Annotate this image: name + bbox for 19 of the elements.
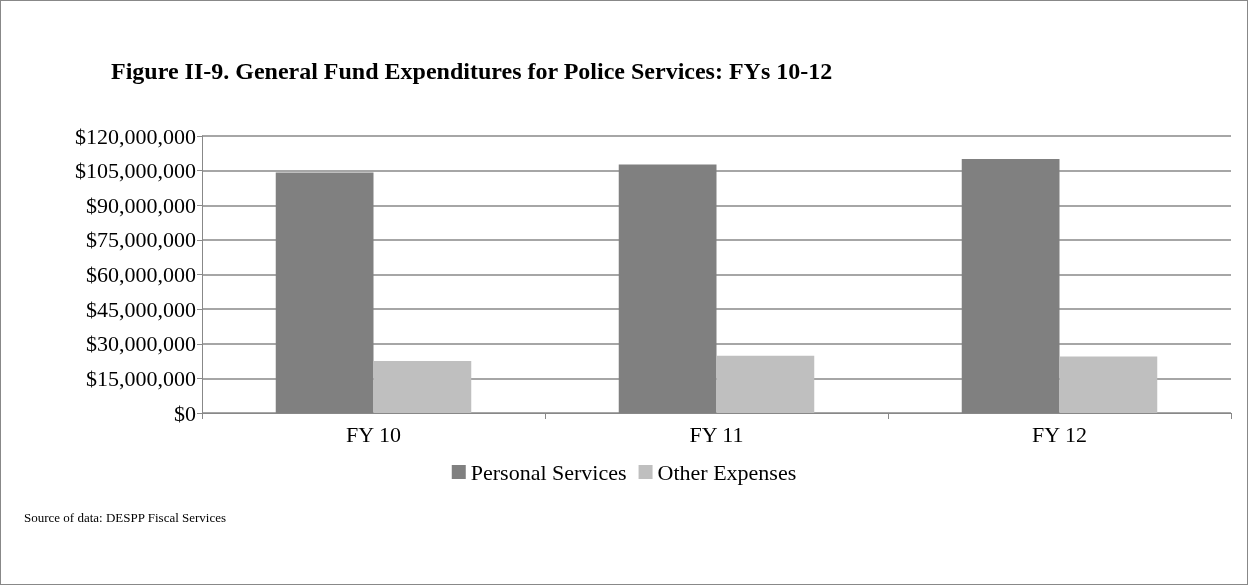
x-tick-label: FY 12	[1032, 421, 1087, 447]
source-note: Source of data: DESPP Fiscal Services	[24, 510, 227, 525]
y-tick-label: $30,000,000	[86, 331, 196, 357]
bar	[1059, 356, 1158, 413]
y-tick-label: $105,000,000	[75, 158, 196, 184]
legend-label: Personal Services	[470, 459, 627, 485]
y-tick-label: $90,000,000	[86, 192, 196, 218]
legend-label: Other Expenses	[657, 459, 797, 485]
y-tick-label: $75,000,000	[86, 227, 196, 253]
y-tick-label: $45,000,000	[86, 296, 196, 322]
bar	[373, 361, 472, 413]
x-tick-label: FY 11	[689, 421, 744, 447]
bar	[716, 355, 815, 413]
y-tick-label: $0	[174, 400, 196, 426]
chart-title: Figure II-9. General Fund Expenditures for Police Services: FYs 10-12	[111, 58, 833, 84]
y-tick-label: $15,000,000	[86, 365, 196, 391]
x-tick-label: FY 10	[346, 421, 401, 447]
y-tick-label: $120,000,000	[75, 123, 196, 149]
y-tick-label: $60,000,000	[86, 262, 196, 287]
